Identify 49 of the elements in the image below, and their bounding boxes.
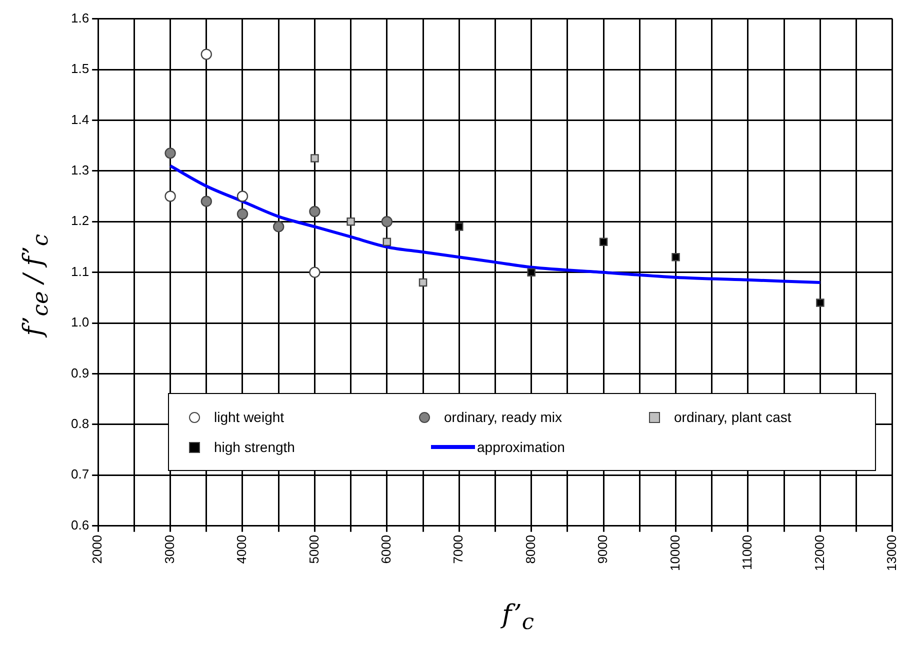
point [527,268,536,276]
point [309,206,320,218]
x-tick-label: 10000 [667,534,682,572]
point [418,278,428,287]
y-tick-label: 0.7 [70,466,90,482]
point [200,196,212,207]
x-tick-label: 6000 [378,534,394,564]
point [381,216,393,228]
x-tick-label: 7000 [450,534,466,564]
y-tick-label: 0.6 [70,517,90,532]
y-tick-label: 1.5 [70,61,90,76]
legend-label: high strength [214,439,295,455]
legend-label: light weight [214,409,284,425]
x-axis-title: f’$_{c}$ [502,600,534,636]
point [346,217,355,226]
x-tick-label: 11000 [740,534,755,570]
legend-label: ordinary, plant cast [674,409,792,425]
x-tick-label: 4000 [234,534,250,564]
point [236,190,248,202]
point [236,208,248,220]
point [164,148,176,159]
x-tick-label: 12000 [812,534,827,572]
y-tick-label: 1.4 [70,112,90,127]
point [599,238,608,246]
y-tick-label: 1.1 [70,264,90,279]
point [310,154,319,162]
x-tick-label: 2000 [90,534,105,564]
y-tick-label: 0.8 [70,416,90,432]
point [309,266,320,278]
y-tick-label: 1.2 [70,213,90,228]
y-tick-label: 0.9 [70,365,90,380]
line-series [168,164,822,284]
point [816,298,824,307]
point [672,252,680,262]
point [382,238,392,246]
x-tick-label: 3000 [162,534,177,564]
y-tick-label: 1.3 [70,162,90,178]
legend-label: approximation [477,439,565,455]
point [454,222,464,231]
x-tick-label: 13000 [884,534,899,572]
y-tick-label: 1.6 [70,10,90,26]
point [164,190,176,202]
point [273,221,284,232]
x-tick-label: 5000 [306,534,322,564]
point [200,48,212,60]
y-tick-label: 1.0 [70,314,90,330]
legend-label: ordinary, ready mix [444,409,562,425]
x-tick-label: 9000 [595,534,610,564]
x-tick-label: 8000 [522,534,538,564]
